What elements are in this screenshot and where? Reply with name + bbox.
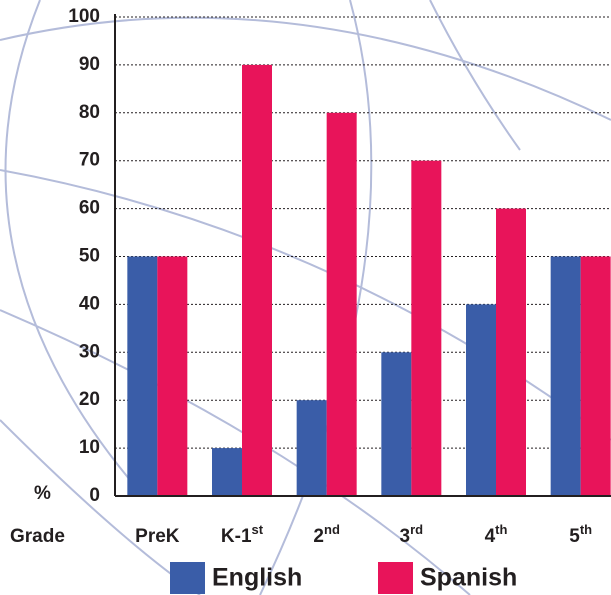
- bar: [242, 64, 272, 497]
- bar: [550, 256, 581, 496]
- bar: [411, 160, 442, 496]
- x-tick-label: 2nd: [313, 522, 340, 547]
- x-tick-label: 4th: [485, 522, 508, 547]
- bar: [466, 304, 496, 496]
- y-tick-label: 20: [79, 389, 100, 410]
- bar: [212, 448, 242, 496]
- legend-swatch: [170, 562, 205, 594]
- x-tick-label: 5th: [569, 522, 592, 547]
- bar: [496, 208, 526, 496]
- y-tick-label: 0: [89, 485, 100, 506]
- x-tick-label: K-1st: [221, 522, 264, 547]
- y-tick-label: 90: [79, 54, 100, 75]
- x-tick-label: PreK: [135, 526, 180, 547]
- x-axis-label: Grade: [10, 526, 65, 547]
- bar: [296, 400, 327, 496]
- y-tick-label: 50: [79, 246, 100, 267]
- legend-label: Spanish: [420, 564, 517, 592]
- bar: [381, 352, 412, 496]
- bar: [326, 112, 357, 497]
- bar: [157, 256, 188, 496]
- y-tick-label: 60: [79, 198, 100, 219]
- y-tick-label: 100: [68, 6, 100, 27]
- y-tick-label: 70: [79, 150, 100, 171]
- y-unit-label: %: [34, 483, 51, 504]
- legend-swatch: [378, 562, 413, 594]
- bar: [127, 256, 158, 496]
- y-tick-label: 80: [79, 102, 100, 123]
- bar: [580, 256, 611, 496]
- y-tick-label: 30: [79, 341, 100, 362]
- x-tick-label: 3rd: [400, 522, 424, 547]
- y-tick-label: 10: [79, 437, 100, 458]
- legend-label: English: [212, 564, 302, 592]
- y-tick-label: 40: [79, 293, 100, 314]
